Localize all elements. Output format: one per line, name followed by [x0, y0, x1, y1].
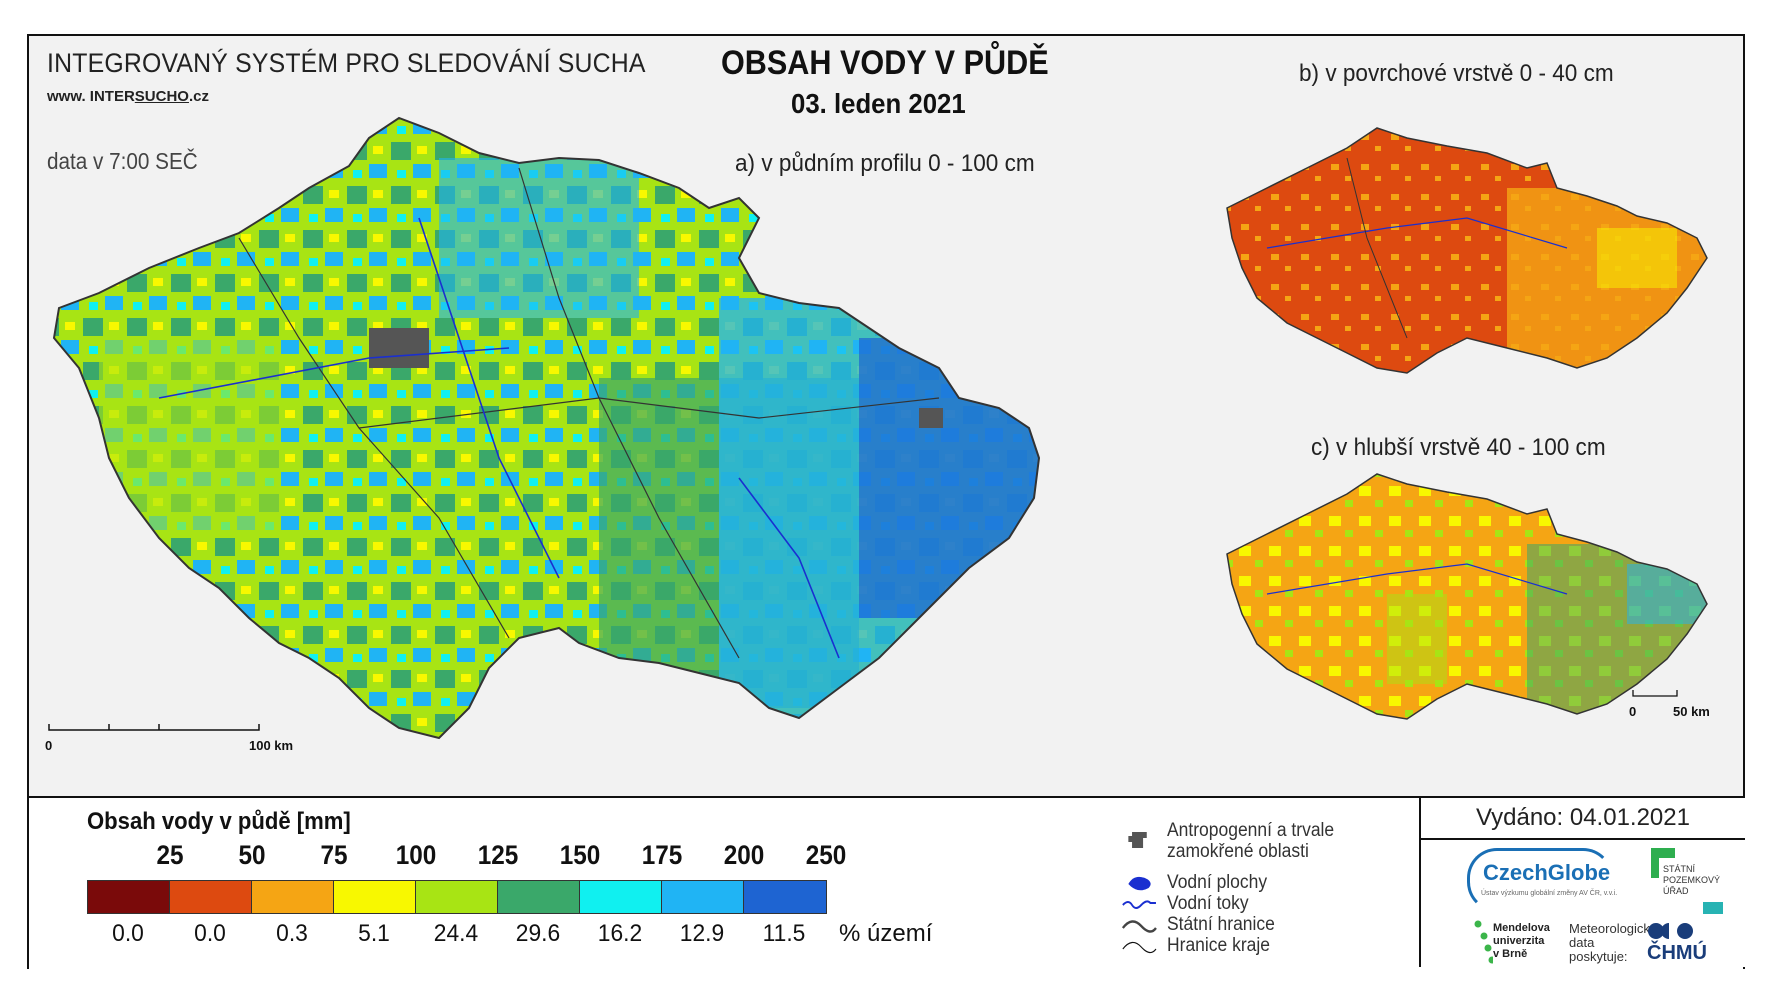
- state-border-icon: [1121, 920, 1157, 933]
- meteo-line1: Meteorologická: [1569, 921, 1658, 936]
- chmu-logo-icon: [1648, 923, 1693, 939]
- water-body-icon: [1128, 876, 1151, 891]
- issuer-box: Vydáno: 04.01.2021 CzechGlobe Ústav výzk…: [1419, 798, 1745, 967]
- small-scale-end: 50 km: [1673, 704, 1710, 719]
- legend-pct-5: 24.4: [433, 920, 479, 947]
- anthropogenic-line2: zamokřené oblasti: [1167, 841, 1309, 862]
- symbol-anthropogenic: Antropogenní a trvale zamokřené oblasti: [1121, 820, 1334, 862]
- legend-bound-1: 25: [156, 840, 184, 870]
- region-border-icon: [1122, 941, 1157, 954]
- mendel-line3: v Brně: [1493, 948, 1528, 960]
- symbol-state-border: Státní hranice: [1121, 914, 1275, 936]
- legend-pct-3: 0.3: [276, 920, 308, 947]
- spu-logo-accent: [1703, 902, 1723, 914]
- legend-swatch-7: [580, 881, 662, 913]
- region-border-label: Hranice kraje: [1167, 935, 1270, 956]
- legend-pct-1: 0.0: [112, 920, 144, 947]
- symbol-water-bodies: Vodní plochy: [1121, 872, 1267, 894]
- legend-bound-4: 100: [395, 840, 437, 870]
- state-border-label: Státní hranice: [1167, 914, 1275, 935]
- chmu-logo: ČHMÚ: [1647, 942, 1707, 964]
- issued-date: Vydáno: 04.01.2021: [1421, 798, 1745, 840]
- czechglobe-logo: CzechGlobe: [1483, 860, 1611, 885]
- watercourses-label: Vodní toky: [1167, 893, 1249, 914]
- spu-line1: STÁTNÍ: [1663, 864, 1696, 874]
- legend-bound-8: 200: [723, 840, 765, 870]
- watercourse-icon: [1122, 900, 1156, 909]
- legend-title: Obsah vody v půdě [mm]: [87, 808, 351, 835]
- legend-bound-3: 75: [320, 840, 348, 870]
- system-title: INTEGROVANÝ SYSTÉM PRO SLEDOVÁNÍ SUCHA: [47, 48, 646, 78]
- map-date: 03. leden 2021: [791, 88, 966, 119]
- website-prefix: www. INTER: [47, 88, 135, 105]
- legend-color-ramp: [87, 880, 827, 914]
- panel-b-label: b) v povrchové vrstvě 0 - 40 cm: [1299, 60, 1614, 87]
- map-area: INTEGROVANÝ SYSTÉM PRO SLEDOVÁNÍ SUCHA w…: [29, 36, 1743, 796]
- legend-panel: Obsah vody v půdě [mm] 25 50 75 100 125 …: [29, 796, 1745, 969]
- legend-swatch-9: [744, 881, 826, 913]
- main-title: OBSAH VODY V PŮDĚ: [721, 44, 1049, 82]
- legend-pct-8: 12.9: [679, 920, 725, 947]
- panel-c-label: c) v hlubší vrstvě 40 - 100 cm: [1311, 434, 1606, 461]
- legend-bound-2: 50: [238, 840, 266, 870]
- meteo-provider-text: Meteorologická data poskytuje:: [1569, 922, 1657, 964]
- spu-line3: ÚŘAD: [1663, 886, 1689, 896]
- legend-swatch-3: [252, 881, 334, 913]
- legend-swatch-8: [662, 881, 744, 913]
- symbol-region-border: Hranice kraje: [1121, 935, 1270, 957]
- deep-layer-map: 0 50 km: [1226, 473, 1710, 720]
- legend-pct-6: 29.6: [515, 920, 561, 947]
- website-suffix: .cz: [188, 88, 209, 105]
- legend-percent-unit: % území: [839, 920, 933, 947]
- mendel-logo-dots: [1474, 920, 1493, 964]
- mendel-logo-text: Mendelova univerzita v Brně: [1493, 922, 1550, 961]
- legend-swatch-5: [416, 881, 498, 913]
- legend-bound-6: 150: [559, 840, 601, 870]
- website-mid: SUCHO: [134, 88, 189, 105]
- main-scale-end: 100 km: [249, 738, 293, 753]
- panel-a-label: a) v půdním profilu 0 - 100 cm: [735, 150, 1035, 177]
- symbol-watercourses: Vodní toky: [1121, 893, 1249, 915]
- map-frame: INTEGROVANÝ SYSTÉM PRO SLEDOVÁNÍ SUCHA w…: [27, 34, 1745, 969]
- water-bodies-label: Vodní plochy: [1167, 872, 1268, 893]
- mendel-line2: univerzita: [1493, 935, 1545, 947]
- small-scale-start: 0: [1629, 704, 1636, 719]
- legend-pct-4: 5.1: [358, 920, 390, 947]
- mendel-line1: Mendelova: [1493, 922, 1550, 934]
- legend-swatch-6: [498, 881, 580, 913]
- legend-pct-2: 0.0: [194, 920, 226, 947]
- main-soil-moisture-map: 0 100 km: [45, 116, 1041, 753]
- spu-logo-text: STÁTNÍ POZEMKOVÝ ÚŘAD: [1663, 864, 1720, 897]
- anthropogenic-label: Antropogenní a trvale zamokřené oblasti: [1167, 820, 1334, 862]
- spu-line2: POZEMKOVÝ: [1663, 875, 1721, 885]
- data-time: data v 7:00 SEČ: [47, 148, 198, 174]
- website-link[interactable]: www. INTERSUCHO.cz: [47, 88, 209, 105]
- surface-layer-map: [1226, 127, 1708, 374]
- czechglobe-logo-ring: [1467, 848, 1613, 912]
- spu-logo-stem: [1651, 848, 1659, 878]
- legend-swatch-4: [334, 881, 416, 913]
- legend-bound-9: 250: [805, 840, 847, 870]
- anthropogenic-line1: Antropogenní a trvale: [1167, 820, 1335, 841]
- legend-pct-7: 16.2: [597, 920, 643, 947]
- main-scale-start: 0: [45, 738, 52, 753]
- meteo-line3: poskytuje:: [1569, 949, 1628, 964]
- legend-swatch-1: [88, 881, 170, 913]
- meteo-line2: data: [1569, 935, 1595, 950]
- anthropogenic-area-icon: [1128, 832, 1147, 848]
- czechglobe-subtitle: Ústav výzkumu globální změny AV ČR, v.v.…: [1481, 890, 1618, 897]
- legend-pct-9: 11.5: [762, 920, 806, 947]
- legend-bound-7: 175: [641, 840, 683, 870]
- legend-swatch-2: [170, 881, 252, 913]
- spu-logo-bar: [1651, 848, 1675, 858]
- legend-bound-5: 125: [477, 840, 519, 870]
